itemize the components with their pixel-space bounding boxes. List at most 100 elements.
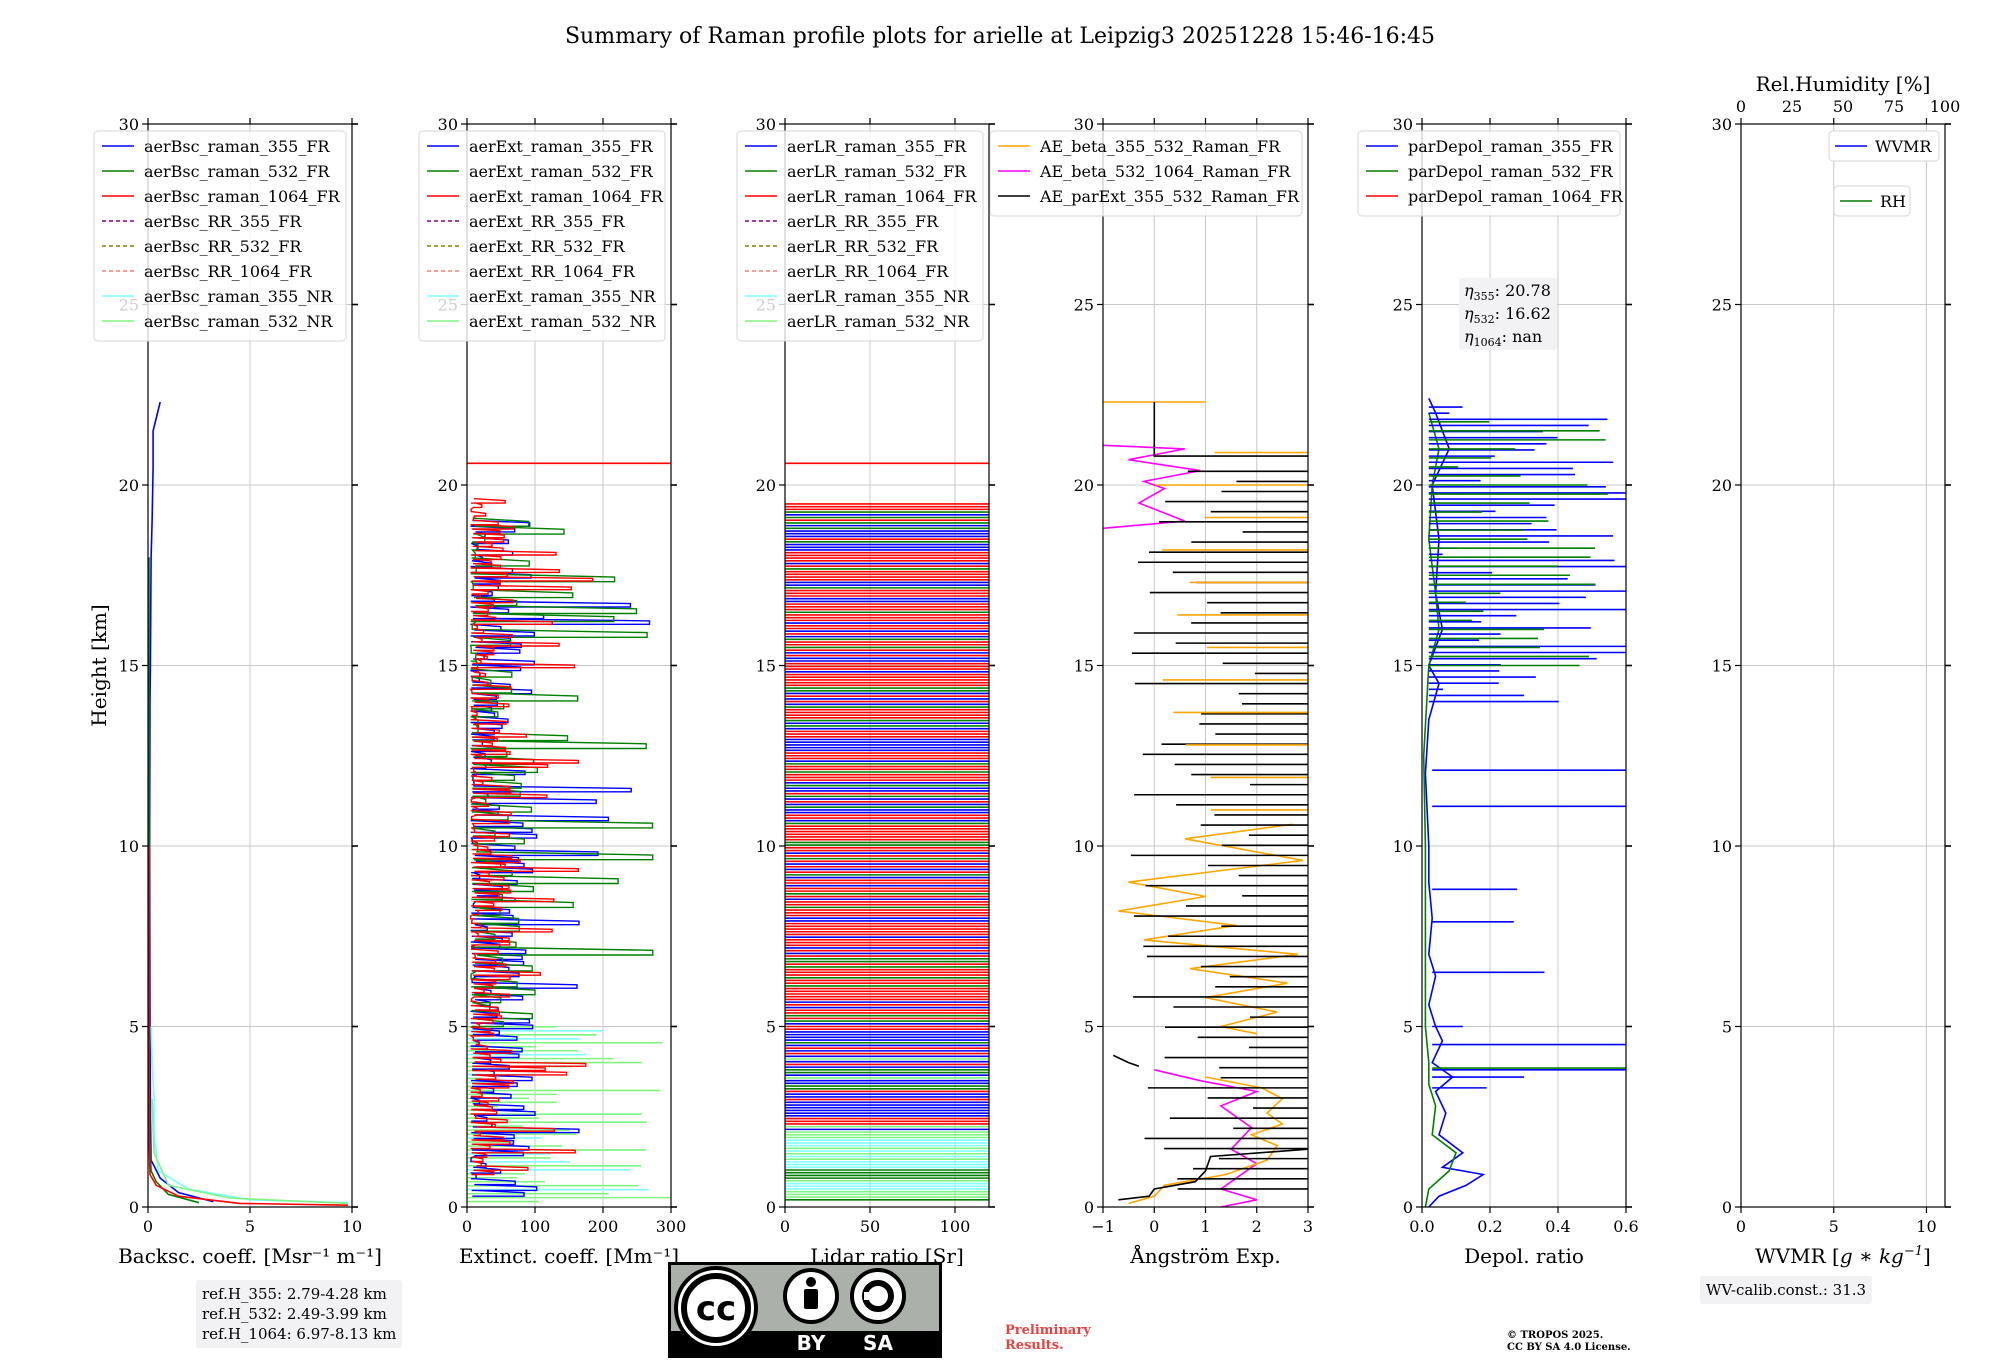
wv-calib-const: WV-calib.const.: 31.3 [1706, 1281, 1867, 1299]
legend: AE_beta_355_532_Raman_FR AE_beta_532_1064… [989, 130, 1303, 217]
y-tick-label: 15 [1074, 657, 1094, 676]
legend-entry: aerLR_raman_355_NR [787, 287, 970, 306]
profile-magenta [1103, 444, 1201, 530]
legend-frame [1357, 130, 1621, 217]
axes-lidar_ratio: 050100051015202530Lidar ratio [Sr]aerLR_… [736, 115, 995, 1268]
y-tick-label: 0 [1084, 1198, 1094, 1217]
legend-entry: aerBsc_raman_355_NR [144, 287, 333, 306]
x-tick-label: 0.6 [1613, 1217, 1638, 1236]
x-tick-label: 1 [1200, 1217, 1210, 1236]
top-x-tick-label: 100 [1930, 97, 1961, 116]
legend-entry: AE_parExt_355_532_Raman_FR [1039, 187, 1300, 206]
y-tick-label: 25 [1393, 296, 1413, 315]
legend-entry: aerLR_RR_1064_FR [787, 262, 949, 281]
legend-entry: RH [1880, 192, 1906, 211]
ref-height-532: ref.H_532: 2.49-3.99 km [202, 1305, 387, 1323]
y-tick-label: 0 [1403, 1198, 1413, 1217]
legend-entry: aerLR_RR_532_FR [787, 237, 939, 256]
legend-frame [418, 130, 666, 342]
wv-calib-box: WV-calib.const.: 31.3 [1700, 1276, 1873, 1304]
x-tick-label: 0.0 [1409, 1217, 1434, 1236]
legend: WVMR [1828, 130, 1940, 162]
legend-entry: aerLR_RR_355_FR [787, 212, 939, 231]
legend-entry: aerBsc_RR_1064_FR [144, 262, 313, 281]
legend-frame [989, 130, 1303, 217]
eta-box-bg [1459, 278, 1557, 350]
profile-black [1118, 1148, 1308, 1201]
y-tick-label: 30 [1074, 115, 1094, 134]
legend-entry: AE_beta_355_532_Raman_FR [1039, 137, 1281, 156]
x-tick-label: 0.2 [1477, 1217, 1502, 1236]
y-tick-label: 30 [438, 115, 458, 134]
plot-area [467, 462, 671, 1203]
y-axis-label: Height [km] [87, 604, 111, 726]
plot-area [1103, 401, 1308, 1207]
y-tick-label: 15 [1712, 657, 1732, 676]
legend-entry: aerBsc_raman_532_NR [144, 312, 333, 331]
legend-frame [93, 130, 347, 342]
axes-depolarization: 0.0 0.2 0.4 0.6 0 5 10 15 20 25 30 Depol. ratio parD… [1357, 115, 1639, 1268]
x-tick-label: 200 [588, 1217, 619, 1236]
legend-entry: aerLR_raman_532_FR [787, 162, 967, 181]
axes-extinction: 0100200300051015202530Extinct. coeff. [M… [418, 115, 687, 1268]
legend: aerBsc_raman_355_FR aerBsc_raman_532_FRae… [93, 130, 347, 342]
legend-frame [1828, 130, 1940, 162]
legend-entry: aerBsc_RR_532_FR [144, 237, 302, 256]
legend: aerExt_raman_355_FR aerExt_raman_532_FRae… [418, 130, 666, 342]
x-tick-label: 2 [1252, 1217, 1262, 1236]
y-tick-label: 10 [119, 837, 139, 856]
y-tick-label: 20 [1712, 476, 1732, 495]
legend: parDepol_raman_355_FR parDepol_raman_532_… [1357, 130, 1624, 217]
y-tick-label: 0 [766, 1198, 776, 1217]
y-tick-label: 25 [1712, 296, 1732, 315]
x-tick-label: 0 [1736, 1217, 1746, 1236]
legend: aerLR_raman_355_FR aerLR_raman_532_FR aerL… [736, 130, 984, 342]
x-tick-label: 300 [656, 1217, 687, 1236]
legend-entry: aerBsc_raman_532_FR [144, 162, 330, 181]
eta-value: η355: 20.78 [1464, 281, 1551, 303]
x-tick-label: 100 [520, 1217, 551, 1236]
y-tick-label: 20 [756, 476, 776, 495]
profile-blue [1424, 398, 1486, 1207]
y-tick-label: 5 [766, 1018, 776, 1037]
profile-black [1112, 1054, 1140, 1067]
top-x-axis-label: Rel.Humidity [%] [1756, 72, 1931, 96]
x-axis-label: Depol. ratio [1464, 1244, 1584, 1268]
y-tick-label: 0 [129, 1198, 139, 1217]
y-tick-label: 5 [129, 1018, 139, 1037]
legend-entry: aerBsc_raman_355_FR [144, 137, 330, 156]
y-tick-label: 0 [448, 1198, 458, 1217]
profile-red [148, 845, 348, 1206]
y-tick-label: 30 [1712, 115, 1732, 134]
legend: RH [1833, 185, 1911, 217]
eta-value: η532: 16.62 [1464, 304, 1551, 326]
x-axis-label: WVMR [g ∗ kg−1] [1755, 1244, 1931, 1268]
y-tick-label: 10 [1074, 837, 1094, 856]
legend-entry: aerExt_raman_532_FR [469, 162, 654, 181]
legend-entry: aerLR_raman_1064_FR [787, 187, 977, 206]
cc-sa-label: SA [863, 1331, 893, 1355]
legend-entry: WVMR [1875, 137, 1932, 156]
preliminary-line-2: Results. [1005, 1338, 1064, 1353]
x-tick-label: 5 [1829, 1217, 1839, 1236]
x-tick-label: 0 [780, 1217, 790, 1236]
y-tick-label: 10 [756, 837, 776, 856]
cc-by-sa-logo: cc BY SA [668, 1262, 942, 1358]
y-tick-label: 5 [1722, 1018, 1732, 1037]
x-tick-label: 0.4 [1545, 1217, 1570, 1236]
x-tick-label: 10 [1916, 1217, 1936, 1236]
profile-blue [148, 401, 214, 1203]
legend-entry: aerExt_raman_1064_FR [469, 187, 664, 206]
copyright-line-1: © TROPOS 2025. [1507, 1330, 1604, 1341]
legend-entry: parDepol_raman_532_FR [1408, 162, 1614, 181]
x-axis-label: Backsc. coeff. [Msr⁻¹ m⁻¹] [118, 1244, 382, 1268]
top-x-tick-label: 25 [1782, 97, 1802, 116]
y-tick-label: 25 [1074, 296, 1094, 315]
legend-entry: aerExt_raman_355_FR [469, 137, 654, 156]
copyright-line-2: CC BY SA 4.0 License. [1507, 1342, 1631, 1353]
cc-by-label: BY [797, 1331, 826, 1355]
y-tick-label: 30 [1393, 115, 1413, 134]
ref-height-355: ref.H_355: 2.79-4.28 km [202, 1285, 387, 1303]
